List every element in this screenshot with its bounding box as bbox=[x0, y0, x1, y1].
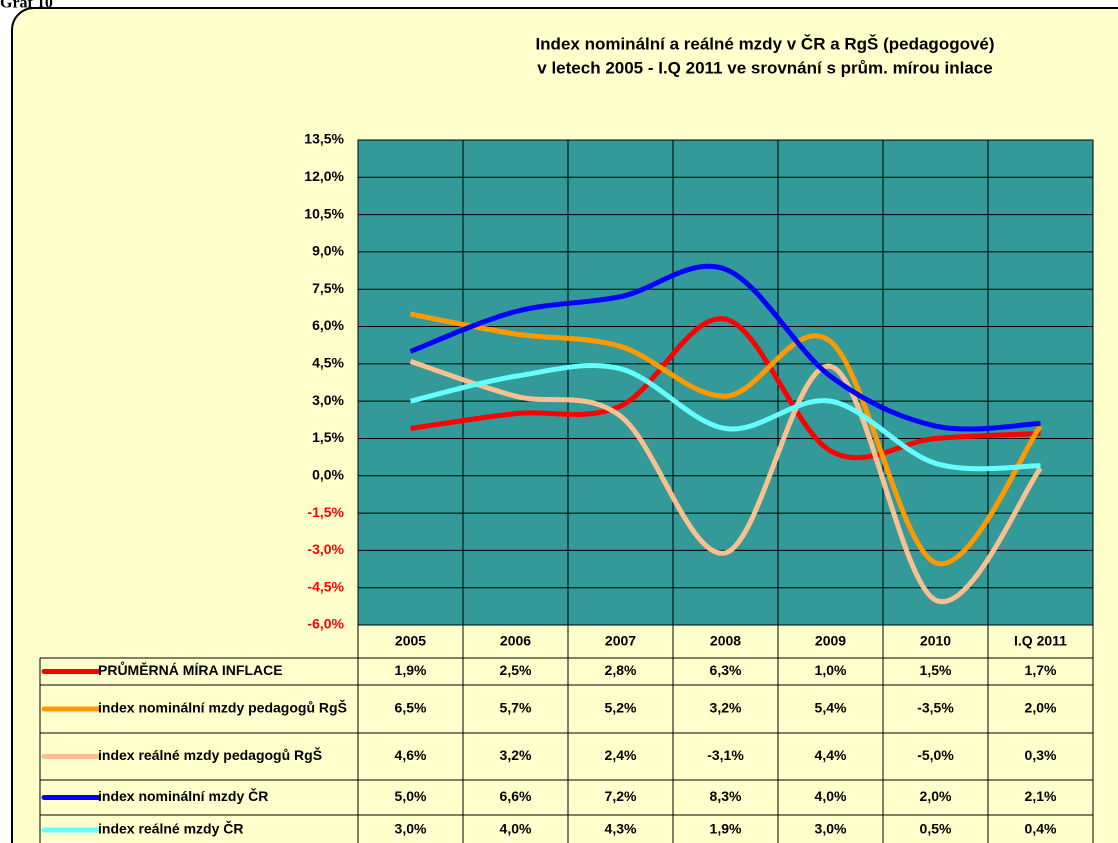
value-label: 3,0% bbox=[395, 821, 427, 837]
y-tick-label: 7,5% bbox=[312, 280, 344, 296]
value-label: 1,9% bbox=[395, 662, 427, 678]
value-label: 0,4% bbox=[1025, 821, 1057, 837]
value-label: 8,3% bbox=[710, 788, 742, 804]
value-label: 3,2% bbox=[710, 700, 742, 716]
value-label: 4,0% bbox=[815, 788, 847, 804]
y-tick-label: 6,0% bbox=[312, 317, 344, 333]
value-label: 1,9% bbox=[710, 821, 742, 837]
page-label: Graf 10 bbox=[0, 0, 53, 12]
y-tick-label: -4,5% bbox=[307, 578, 344, 594]
series-line bbox=[409, 358, 1043, 605]
value-label: 2,0% bbox=[920, 788, 952, 804]
y-tick-label: 4,5% bbox=[312, 355, 344, 371]
legend-label: index reálné mzdy pedagogů RgŠ bbox=[98, 746, 322, 763]
y-tick-label: -1,5% bbox=[307, 504, 344, 520]
chart-title: Index nominální a reálné mzdy v ČR a RgŠ… bbox=[535, 34, 994, 53]
series-line bbox=[410, 316, 1041, 461]
value-label: 4,4% bbox=[815, 747, 847, 763]
x-tick-label: I.Q 2011 bbox=[1014, 633, 1067, 649]
value-label: 1,7% bbox=[1025, 662, 1057, 678]
x-tick-label: 2005 bbox=[395, 633, 426, 649]
value-label: 2,1% bbox=[1025, 788, 1057, 804]
value-label: -3,5% bbox=[917, 700, 954, 716]
y-tick-label: -6,0% bbox=[307, 616, 344, 632]
value-label: 2,0% bbox=[1025, 700, 1057, 716]
legend-label: PRŮMĚRNÁ MÍRA INFLACE bbox=[98, 660, 283, 678]
value-label: -3,1% bbox=[707, 747, 744, 763]
value-label: 4,0% bbox=[500, 821, 532, 837]
y-tick-label: 12,0% bbox=[304, 168, 344, 184]
value-label: 5,7% bbox=[500, 700, 532, 716]
value-label: 5,4% bbox=[815, 700, 847, 716]
y-tick-label: 13,5% bbox=[304, 131, 344, 147]
value-label: 4,6% bbox=[395, 747, 427, 763]
series-line bbox=[409, 363, 1041, 472]
value-label: 2,5% bbox=[500, 662, 532, 678]
y-tick-label: 3,0% bbox=[312, 392, 344, 408]
value-label: 6,3% bbox=[710, 662, 742, 678]
y-tick-label: 10,5% bbox=[304, 205, 344, 221]
value-label: 3,0% bbox=[815, 821, 847, 837]
legend-label: index nominální mzdy pedagogů RgŠ bbox=[98, 699, 347, 716]
chart-title: v letech 2005 - I.Q 2011 ve srovnání s p… bbox=[537, 58, 992, 77]
value-label: 6,5% bbox=[395, 700, 427, 716]
x-tick-label: 2009 bbox=[815, 633, 846, 649]
value-label: 0,5% bbox=[920, 821, 952, 837]
value-label: 2,8% bbox=[605, 662, 637, 678]
value-label: 3,2% bbox=[500, 747, 532, 763]
x-tick-label: 2010 bbox=[920, 633, 951, 649]
x-tick-label: 2007 bbox=[605, 633, 636, 649]
legend-label: index nominální mzdy ČR bbox=[98, 787, 268, 804]
value-label: 0,3% bbox=[1025, 747, 1057, 763]
y-tick-label: 9,0% bbox=[312, 243, 344, 259]
x-tick-label: 2006 bbox=[500, 633, 531, 649]
value-label: 2,4% bbox=[605, 747, 637, 763]
value-label: 5,0% bbox=[395, 788, 427, 804]
y-tick-label: -3,0% bbox=[307, 541, 344, 557]
value-label: 7,2% bbox=[605, 788, 637, 804]
value-label: -5,0% bbox=[917, 747, 954, 763]
legend-label: index reálné mzdy ČR bbox=[98, 820, 244, 837]
value-label: 5,2% bbox=[605, 700, 637, 716]
value-label: 1,0% bbox=[815, 662, 847, 678]
series-line bbox=[409, 263, 1041, 432]
x-tick-label: 2008 bbox=[710, 633, 741, 649]
y-tick-label: 1,5% bbox=[312, 429, 344, 445]
value-label: 4,3% bbox=[605, 821, 637, 837]
series-line bbox=[410, 311, 1043, 567]
value-label: 6,6% bbox=[500, 788, 532, 804]
value-label: 1,5% bbox=[920, 662, 952, 678]
y-tick-label: 0,0% bbox=[312, 466, 344, 482]
